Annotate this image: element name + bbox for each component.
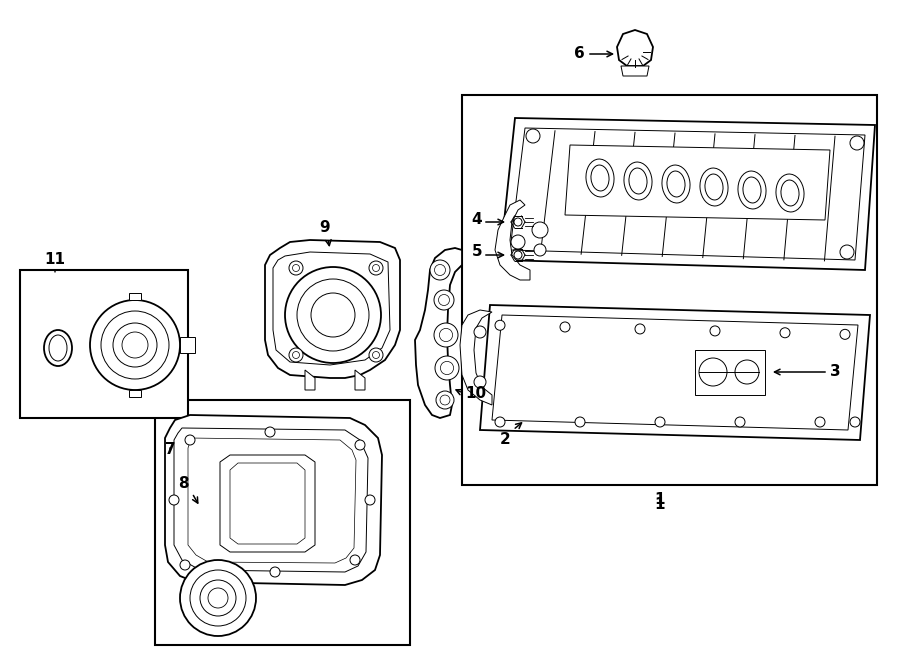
Polygon shape [495,200,530,280]
Ellipse shape [738,171,766,209]
Bar [155,400,410,645]
Circle shape [655,417,665,427]
Circle shape [534,244,546,256]
Circle shape [113,323,157,367]
Circle shape [850,136,864,150]
Polygon shape [617,30,653,66]
Circle shape [289,261,303,275]
Polygon shape [165,415,382,585]
Circle shape [270,567,280,577]
Circle shape [90,300,180,390]
Circle shape [495,321,505,330]
Ellipse shape [586,159,614,197]
Text: 5: 5 [472,245,482,260]
Text: 6: 6 [574,46,585,61]
Circle shape [526,129,540,143]
Circle shape [355,440,365,450]
Circle shape [780,328,790,338]
Circle shape [514,218,522,226]
Circle shape [635,324,645,334]
Polygon shape [180,337,195,353]
Ellipse shape [624,162,652,200]
Circle shape [474,376,486,388]
Polygon shape [460,310,492,405]
Polygon shape [305,370,315,390]
Text: 10: 10 [465,385,486,401]
Polygon shape [621,66,649,76]
Bar [462,95,877,485]
Circle shape [840,329,850,339]
Circle shape [369,261,383,275]
Polygon shape [565,145,830,220]
Circle shape [200,580,236,616]
Polygon shape [500,118,875,270]
Text: 3: 3 [830,364,841,379]
Circle shape [815,417,825,427]
Ellipse shape [662,165,690,203]
Circle shape [185,435,195,445]
Circle shape [180,560,256,636]
Text: 8: 8 [177,475,188,490]
Bar [20,270,188,418]
Polygon shape [415,248,462,418]
Circle shape [436,391,454,409]
Circle shape [169,495,179,505]
Polygon shape [265,240,400,378]
Circle shape [434,323,458,347]
Circle shape [575,417,585,427]
Circle shape [350,555,360,565]
Ellipse shape [44,330,72,366]
Circle shape [285,267,381,363]
Text: 9: 9 [320,220,330,235]
Circle shape [434,290,454,310]
Circle shape [474,326,486,338]
Circle shape [365,495,375,505]
Text: 4: 4 [472,212,482,227]
Text: 7: 7 [165,442,176,457]
Circle shape [710,326,720,336]
Circle shape [289,348,303,362]
Polygon shape [355,370,365,390]
Circle shape [311,293,355,337]
Circle shape [840,245,854,259]
Polygon shape [480,305,870,440]
Circle shape [180,560,190,570]
Circle shape [735,417,745,427]
Text: 1: 1 [655,492,665,507]
Text: 2: 2 [500,432,510,447]
Text: 1: 1 [654,497,665,512]
Text: 11: 11 [44,252,66,267]
Circle shape [532,222,548,238]
Polygon shape [695,350,765,395]
Circle shape [265,427,275,437]
Circle shape [369,348,383,362]
Circle shape [495,417,505,427]
Polygon shape [129,390,141,397]
Circle shape [430,260,450,280]
Circle shape [511,235,525,249]
Circle shape [560,322,570,332]
Circle shape [435,356,459,380]
Ellipse shape [776,174,804,212]
Polygon shape [129,293,141,300]
Circle shape [514,251,522,259]
Ellipse shape [700,168,728,206]
Circle shape [850,417,860,427]
